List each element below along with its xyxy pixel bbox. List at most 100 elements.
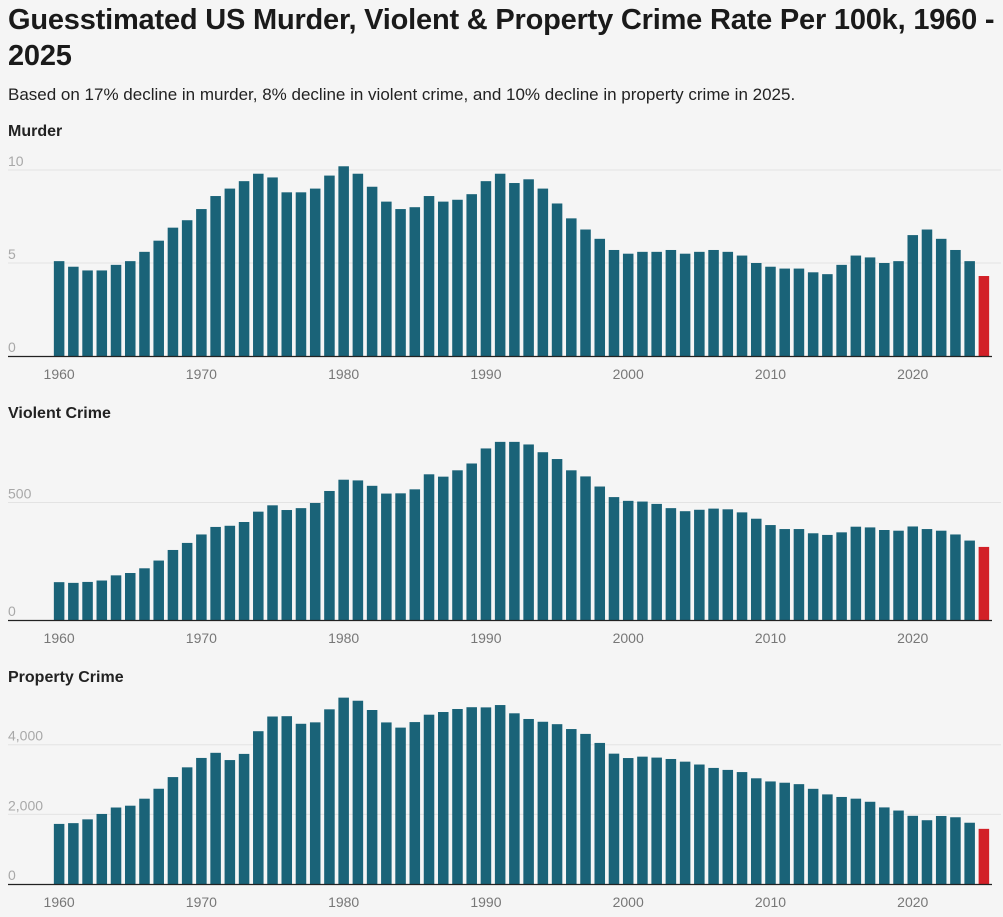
property-crime-chart-bar-1989 (466, 707, 477, 884)
property-crime-chart-bar-1965 (124, 805, 136, 884)
murder-chart-bar-1969 (181, 220, 193, 356)
murder-chart-bar-2013 (807, 272, 819, 356)
property-crime-chart-bar-2014 (822, 794, 833, 884)
violent-crime-chart-bar-2018 (879, 530, 890, 620)
violent-crime-chart-bar-2004 (679, 511, 691, 620)
violent-crime-chart-bar-1969 (181, 542, 193, 620)
violent-crime-chart-bar-1984 (395, 493, 406, 620)
violent-crime-chart-bar-1967 (153, 560, 164, 620)
property-crime-chart-bar-2025 (978, 828, 990, 884)
property-crime-chart-bar-1966 (139, 798, 150, 884)
murder-chart-bar-1975 (267, 177, 278, 356)
murder-chart-bar-1982 (366, 186, 378, 356)
murder-chart-bar-2014 (822, 274, 833, 356)
property-crime-chart-bar-1972 (224, 760, 236, 884)
violent-crime-chart-bar-2009 (750, 518, 762, 620)
property-crime-chart-bar-1967 (153, 788, 164, 884)
property-crime-chart-bar-2006 (708, 767, 719, 884)
violent-crime-chart-bar-1968 (167, 549, 179, 620)
violent-crime-chart-bar-1964 (110, 575, 122, 620)
murder-chart-bar-2017 (864, 257, 876, 356)
murder-chart-bar-1976 (281, 192, 293, 356)
property-crime-chart-bar-1993 (523, 718, 534, 884)
violent-crime-chart-bar-1983 (381, 493, 392, 620)
violent-crime-chart-bar-2003 (665, 508, 677, 620)
property-crime-chart-xtick-label: 1990 (470, 894, 501, 910)
violent-crime-chart-xtick-label: 2010 (755, 630, 786, 646)
property-crime-chart-bar-2013 (807, 788, 819, 884)
murder-chart-bar-2025 (978, 276, 990, 356)
murder-chart: 0 5 10 1960 1970 1980 1990 2000 2010 2020 (8, 153, 1001, 382)
violent-crime-chart-bar-1960 (53, 582, 65, 620)
property-crime-chart-bar-2000 (622, 758, 634, 884)
violent-crime-chart-bar-1975 (267, 505, 278, 620)
violent-crime-chart-bar-1998 (594, 486, 606, 620)
murder-chart-xtick-label: 2020 (897, 366, 928, 382)
property-crime-chart-bar-1969 (181, 767, 193, 884)
violent-crime-chart-bar-1993 (523, 444, 534, 620)
property-crime-chart-bar-1962 (82, 819, 93, 884)
murder-chart-bar-1977 (295, 192, 307, 356)
property-crime-chart-bar-2005 (694, 764, 705, 884)
violent-crime-chart-bar-1999 (608, 497, 620, 620)
violent-crime-chart-bar-1992 (509, 441, 520, 620)
violent-crime-chart-bar-2002 (651, 503, 662, 620)
violent-crime-chart-bar-1978 (309, 502, 321, 620)
property-crime-chart-bar-1960 (53, 823, 65, 884)
murder-chart-bar-2000 (622, 253, 634, 356)
violent-crime-chart-bar-1996 (566, 470, 577, 620)
murder-chart-bar-2008 (736, 255, 748, 356)
violent-crime-chart-ytick-label: 500 (8, 486, 32, 502)
property-crime-chart-bar-2011 (779, 782, 790, 884)
property-crime-chart-bar-2024 (964, 822, 975, 884)
property-crime-chart-bar-1984 (395, 727, 406, 884)
property-crime-chart-bar-1964 (110, 807, 122, 884)
property-crime-chart-bar-1998 (594, 742, 606, 884)
murder-chart-bar-1974 (253, 173, 264, 356)
property-crime-chart-xtick-label: 2000 (613, 894, 644, 910)
murder-chart-bar-1971 (210, 196, 221, 356)
violent-crime-chart-bar-1997 (580, 476, 591, 620)
murder-chart-bar-2012 (793, 268, 805, 356)
property-crime-chart-bar-2020 (907, 815, 919, 884)
property-crime-chart-bar-2010 (765, 781, 776, 884)
murder-chart-bar-1962 (82, 270, 93, 356)
murder-chart-bar-2019 (893, 261, 904, 356)
violent-crime-chart-xtick-label: 1990 (470, 630, 501, 646)
murder-chart-bar-2002 (651, 251, 662, 356)
property-crime-chart-bar-2009 (750, 778, 762, 884)
murder-chart-bar-1988 (452, 199, 463, 356)
murder-chart-bar-1998 (594, 238, 606, 356)
violent-crime-chart-xtick-label: 1960 (44, 630, 75, 646)
murder-chart-bar-2020 (907, 235, 919, 356)
murder-chart-bar-1967 (153, 240, 164, 356)
murder-chart-bar-2015 (836, 264, 847, 356)
property-crime-chart-xtick-label: 1980 (328, 894, 359, 910)
property-crime-chart-bar-2007 (722, 769, 734, 884)
violent-crime-chart-bar-1987 (437, 476, 449, 620)
property-crime-chart-bar-1996 (566, 729, 577, 884)
violent-crime-chart-bar-2025 (978, 546, 990, 620)
violent-crime-chart-bar-1994 (537, 452, 549, 620)
murder-chart-title: Murder (8, 123, 63, 140)
property-crime-chart-bar-1979 (324, 709, 335, 884)
murder-chart-bar-1987 (437, 201, 449, 356)
property-crime-chart-bar-1997 (580, 733, 591, 884)
murder-chart-bar-1993 (523, 179, 534, 356)
murder-chart-bar-1995 (551, 203, 563, 356)
murder-chart-ytick-label: 0 (8, 339, 16, 355)
violent-crime-chart-bar-2019 (893, 530, 904, 620)
violent-crime-chart-bar-1982 (366, 485, 378, 620)
violent-crime-chart-bar-1962 (82, 581, 93, 620)
property-crime-chart-bar-2016 (850, 798, 862, 884)
murder-chart-bar-2006 (708, 249, 719, 356)
violent-crime-chart-bar-1979 (324, 490, 335, 620)
violent-crime-chart-bar-2008 (736, 512, 748, 620)
murder-chart-bar-2005 (694, 251, 705, 356)
violent-crime-chart-bar-1989 (466, 463, 477, 620)
property-crime-chart-bar-1986 (423, 714, 435, 884)
violent-crime-chart-bar-2014 (822, 534, 833, 620)
murder-chart-bar-1979 (324, 175, 335, 356)
murder-chart-bar-2007 (722, 251, 734, 356)
violent-crime-chart-title: Violent Crime (8, 405, 111, 422)
